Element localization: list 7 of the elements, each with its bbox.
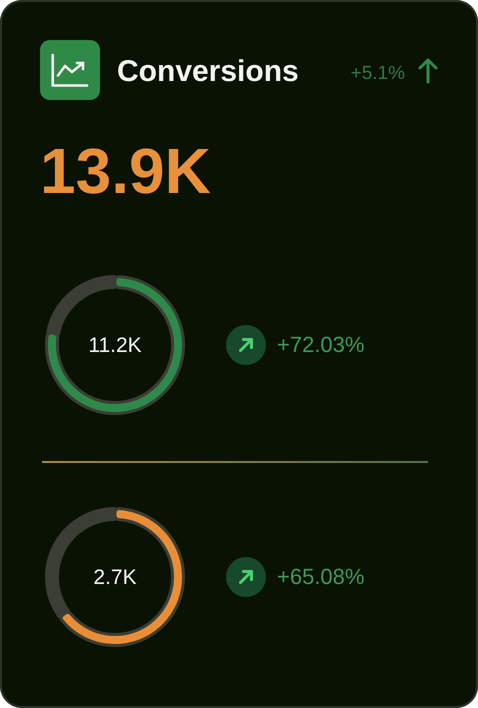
text: +5.1% <box>350 63 405 84</box>
text: 2.7K <box>93 566 137 589</box>
text: +65.08% <box>277 564 364 589</box>
text: 11.2K <box>88 334 142 357</box>
text: 13.9K <box>40 135 211 207</box>
text: +72.03% <box>277 332 364 357</box>
text: Conversions <box>117 55 299 88</box>
